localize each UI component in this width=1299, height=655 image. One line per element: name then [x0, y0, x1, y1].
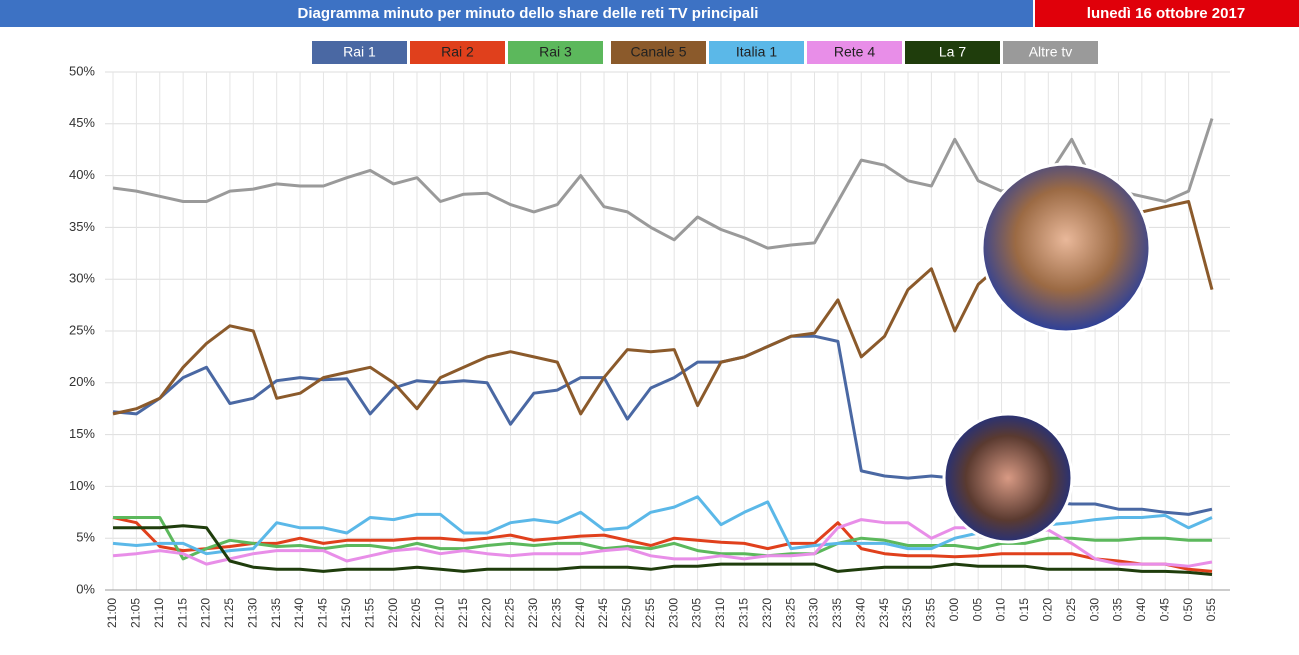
x-tick-label: 22:25 [503, 598, 517, 628]
x-tick-label: 22:55 [643, 598, 657, 628]
x-tick-label: 21:05 [129, 598, 143, 628]
series-line [113, 516, 1212, 561]
y-tick-label: 30% [69, 271, 95, 286]
y-tick-label: 35% [69, 219, 95, 234]
x-tick-label: 0:35 [1111, 598, 1125, 622]
x-tick-label: 22:05 [409, 598, 423, 628]
x-tick-label: 23:05 [690, 598, 704, 628]
x-tick-label: 21:45 [316, 598, 330, 628]
y-tick-label: 50% [69, 63, 95, 78]
legend-swatch [410, 41, 505, 64]
legend-label: Rai 2 [441, 44, 474, 60]
x-tick-label: 23:10 [713, 598, 727, 628]
series-line [113, 524, 1213, 576]
x-tick-label: 23:30 [807, 598, 821, 628]
x-tick-label: 22:40 [573, 598, 587, 628]
x-tick-label: 23:00 [666, 598, 680, 628]
series-line [112, 516, 1213, 573]
x-tick-label: 22:50 [620, 598, 634, 628]
legend-label: Canale 5 [630, 44, 686, 60]
date: lunedì 16 ottobre 2017 [1087, 5, 1245, 22]
x-tick-label: 21:20 [199, 598, 213, 628]
x-tick-label: 23:25 [783, 598, 797, 628]
y-tick-label: 15% [69, 426, 95, 441]
x-tick-label: 21:55 [362, 598, 376, 628]
y-tick-label: 10% [69, 478, 95, 493]
y-tick-label: 5% [76, 530, 95, 545]
x-tick-label: 23:55 [924, 598, 938, 628]
legend-swatch [508, 41, 603, 64]
x-tick-label: 0:00 [947, 598, 961, 622]
x-tick-label: 0:50 [1181, 598, 1195, 622]
x-tick-label: 22:45 [596, 598, 610, 628]
y-tick-label: 0% [76, 581, 95, 596]
x-tick-label: 0:30 [1087, 598, 1101, 622]
x-tick-label: 21:25 [222, 598, 236, 628]
legend-swatch [905, 41, 1000, 64]
x-tick-label: 21:00 [105, 598, 119, 628]
x-tick-label: 23:20 [760, 598, 774, 628]
chart-title: Diagramma minuto per minuto dello share … [298, 5, 759, 22]
x-tick-label: 22:35 [549, 598, 563, 628]
x-tick-label: 22:15 [456, 598, 470, 628]
legend-swatch [312, 41, 407, 64]
x-tick-label: 0:45 [1157, 598, 1171, 622]
x-tick-label: 23:45 [877, 598, 891, 628]
legend-swatch [1003, 41, 1098, 64]
y-tick-label: 20% [69, 374, 95, 389]
x-tick-label: 23:15 [737, 598, 751, 628]
x-tick-label: 21:30 [245, 598, 259, 628]
x-tick-label: 0:25 [1064, 598, 1078, 622]
x-tick-label: 23:40 [853, 598, 867, 628]
grid [105, 71, 1230, 591]
legend-label: Rai 1 [343, 44, 376, 60]
x-tick-label: 23:50 [900, 598, 914, 628]
x-tick-label: 22:20 [479, 598, 493, 628]
y-tick-label: 45% [69, 115, 95, 130]
legend-label: Rete 4 [834, 44, 875, 60]
x-tick-label: 21:40 [292, 598, 306, 628]
x-tick-label: 23:35 [830, 598, 844, 628]
x-tick-label: 0:05 [970, 598, 984, 622]
x-tick-label: 22:30 [526, 598, 540, 628]
x-tick-label: 22:00 [386, 598, 400, 628]
x-tick-label: 21:15 [175, 598, 189, 628]
y-tick-label: 25% [69, 322, 95, 337]
legend-label: Rai 3 [539, 44, 572, 60]
photo [942, 412, 1074, 544]
legend-swatch [709, 41, 804, 64]
legend-swatch [611, 41, 706, 64]
x-tick-label: 22:10 [433, 598, 447, 628]
title-bar [0, 0, 1033, 27]
date-bar [1035, 0, 1299, 27]
x-tick-label: 0:10 [994, 598, 1008, 622]
legend-label: Italia 1 [736, 44, 777, 60]
x-tick-label: 21:50 [339, 598, 353, 628]
legend-swatch [807, 41, 902, 64]
y-tick-label: 40% [69, 167, 95, 182]
photo [980, 162, 1152, 334]
x-tick-label: 0:15 [1017, 598, 1031, 622]
x-tick-label: 21:10 [152, 598, 166, 628]
legend-label: Altre tv [1029, 44, 1073, 60]
x-tick-label: 0:20 [1040, 598, 1054, 622]
legend-label: La 7 [939, 44, 966, 60]
x-tick-label: 21:35 [269, 598, 283, 628]
x-tick-label: 0:40 [1134, 598, 1148, 622]
x-tick-label: 0:55 [1204, 598, 1218, 622]
